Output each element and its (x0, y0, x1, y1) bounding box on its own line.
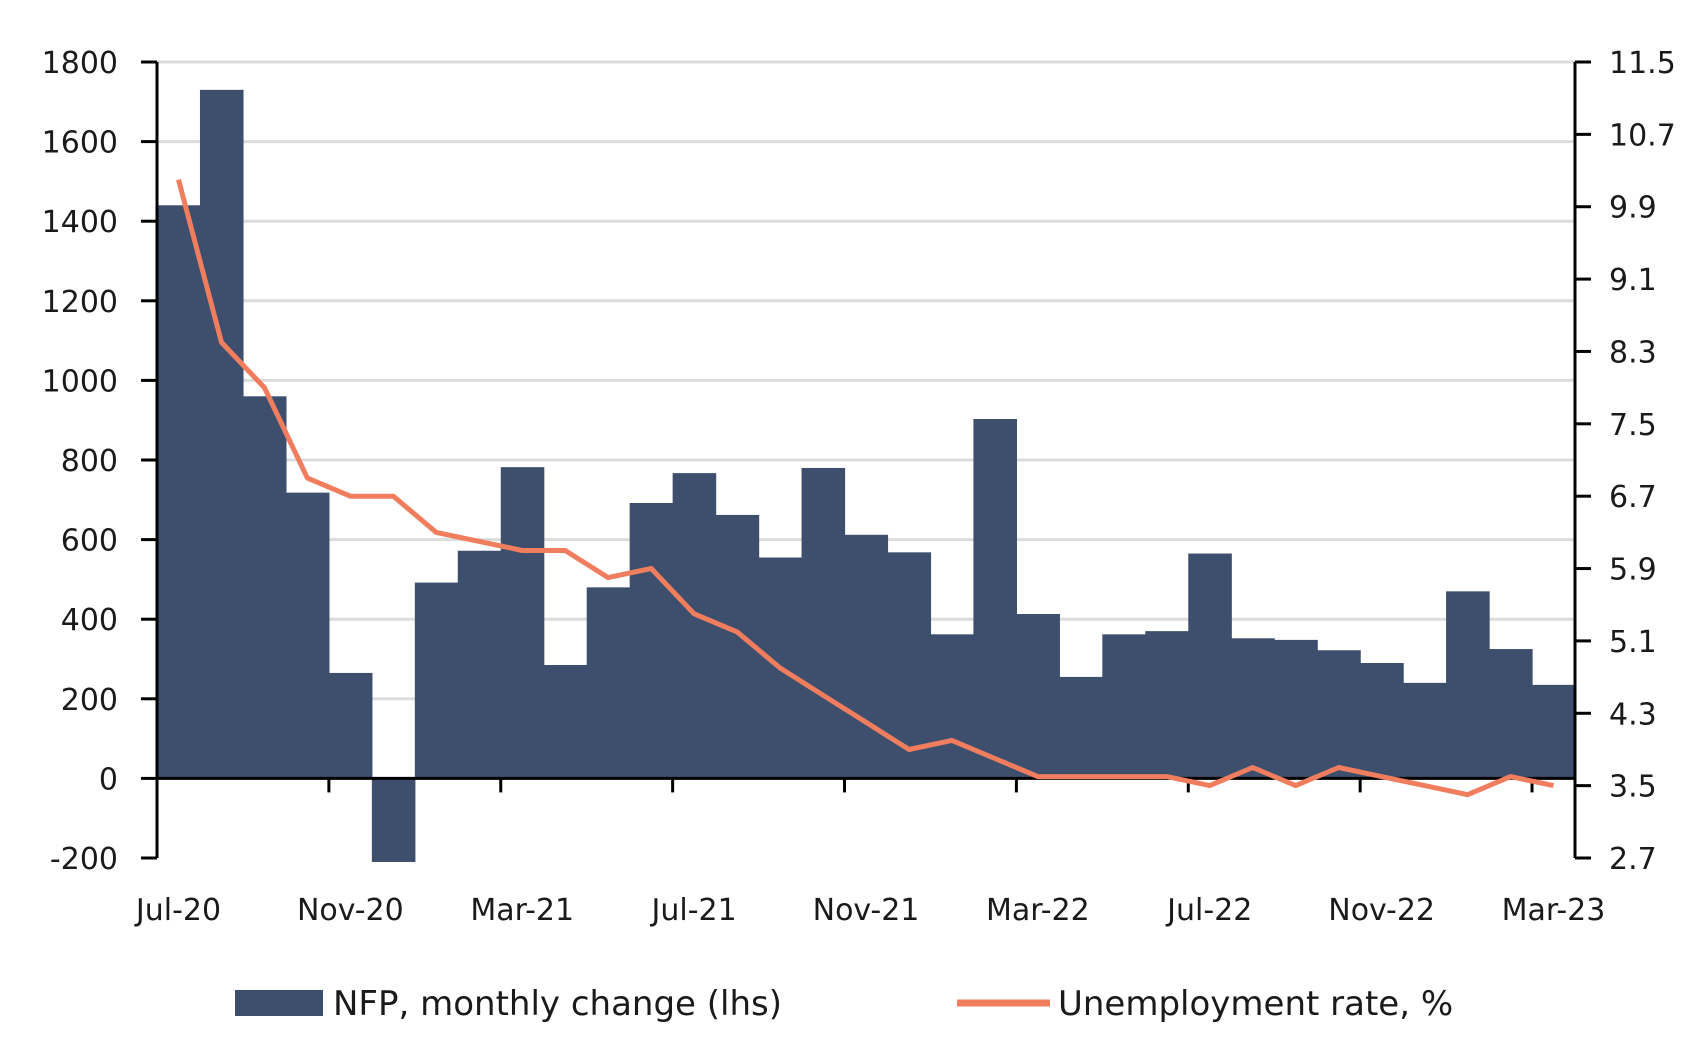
x-tick-label: Mar-22 (986, 893, 1090, 928)
left-tick-label: 1000 (42, 364, 118, 399)
left-tick-label: 600 (61, 524, 118, 559)
right-tick-label: 11.5 (1609, 46, 1676, 81)
nfp-bar (414, 582, 459, 779)
nfp-bar (1188, 553, 1232, 779)
nfp-bar (1274, 639, 1318, 779)
left-tick-label: 1200 (42, 285, 118, 320)
left-tick-label: 1400 (42, 205, 118, 240)
nfp-bars (157, 89, 1576, 862)
nfp-bar (371, 778, 416, 862)
nfp-bar (1145, 631, 1189, 779)
unemployment-rate-line (176, 178, 1555, 798)
right-tick-label: 9.1 (1609, 263, 1657, 298)
x-tick-label: Nov-22 (1328, 893, 1435, 928)
right-tick-label: 9.9 (1609, 191, 1657, 226)
nfp-bar (586, 587, 631, 779)
x-tick-label: Mar-21 (470, 893, 574, 928)
nfp-bar (1016, 614, 1060, 779)
right-tick-label: 5.1 (1609, 625, 1657, 660)
nfp-bar (672, 473, 717, 779)
nfp-bar (457, 550, 502, 779)
nfp-bar (930, 634, 975, 779)
right-tick-label: 5.9 (1609, 553, 1657, 588)
left-tick-label: 0 (99, 762, 118, 797)
x-tick-label: Jul-20 (134, 893, 221, 928)
nfp-bar (157, 205, 201, 779)
x-tick-label: Nov-20 (297, 893, 404, 928)
nfp-bar (844, 534, 889, 779)
nfp-bar (1446, 591, 1490, 779)
legend-label-nfp: NFP, monthly change (lhs) (333, 984, 782, 1024)
nfp-bar (500, 467, 545, 779)
nfp-bar (1231, 638, 1275, 779)
nfp-bar (1360, 662, 1404, 779)
nfp-bar (328, 672, 373, 779)
right-tick-label: 6.7 (1609, 480, 1657, 515)
nfp-bar (199, 89, 244, 779)
x-axis-ticks: Jul-20 Nov-20 Mar-21 Jul-21 Nov-21 Mar-22 Jul-… (134, 778, 1605, 928)
x-tick-label: Jul-22 (1165, 893, 1252, 928)
right-axis-ticks: 11.5 10.7 9.9 9.1 8.3 7.5 6.7 5.9 5.1 4.3 3.5 2.7 (1575, 46, 1676, 877)
right-tick-label: 8.3 (1609, 335, 1657, 370)
nfp-bar (1532, 684, 1576, 779)
left-tick-label: 800 (61, 444, 118, 479)
x-tick-label: Jul-21 (650, 893, 737, 928)
nfp-bar (629, 502, 674, 779)
x-tick-label: Nov-21 (813, 893, 920, 928)
left-tick-label: 200 (61, 683, 118, 718)
right-tick-label: 2.7 (1609, 842, 1657, 877)
x-tick-label: Mar-23 (1502, 893, 1606, 928)
right-tick-label: 7.5 (1609, 408, 1657, 443)
left-axis-ticks: 1800 1600 1400 1200 1000 800 600 400 200 0 -200 (42, 46, 157, 877)
left-tick-label: 1600 (42, 126, 118, 161)
nfp-bar (1489, 649, 1533, 779)
nfp-bar (1317, 650, 1361, 779)
right-tick-label: 4.3 (1609, 697, 1657, 732)
right-tick-label: 3.5 (1609, 770, 1657, 805)
legend-label-unemployment: Unemployment rate, % (1058, 984, 1453, 1024)
legend: NFP, monthly change (lhs) Unemployment r… (235, 984, 1453, 1024)
unemployment-line (176, 178, 1555, 798)
left-tick-label: 400 (61, 603, 118, 638)
nfp-bar (1059, 676, 1103, 779)
nfp-bar (1403, 682, 1447, 779)
nfp-bar (285, 492, 330, 779)
left-tick-label: -200 (50, 842, 118, 877)
nfp-bar (973, 419, 1017, 779)
right-tick-label: 10.7 (1609, 118, 1676, 153)
nfp-bar (242, 396, 287, 779)
nfp-bar (543, 664, 588, 779)
legend-swatch-nfp (235, 990, 323, 1016)
nfp-bar (801, 467, 846, 779)
left-tick-label: 1800 (42, 46, 118, 81)
nfp-bar (1102, 634, 1146, 779)
